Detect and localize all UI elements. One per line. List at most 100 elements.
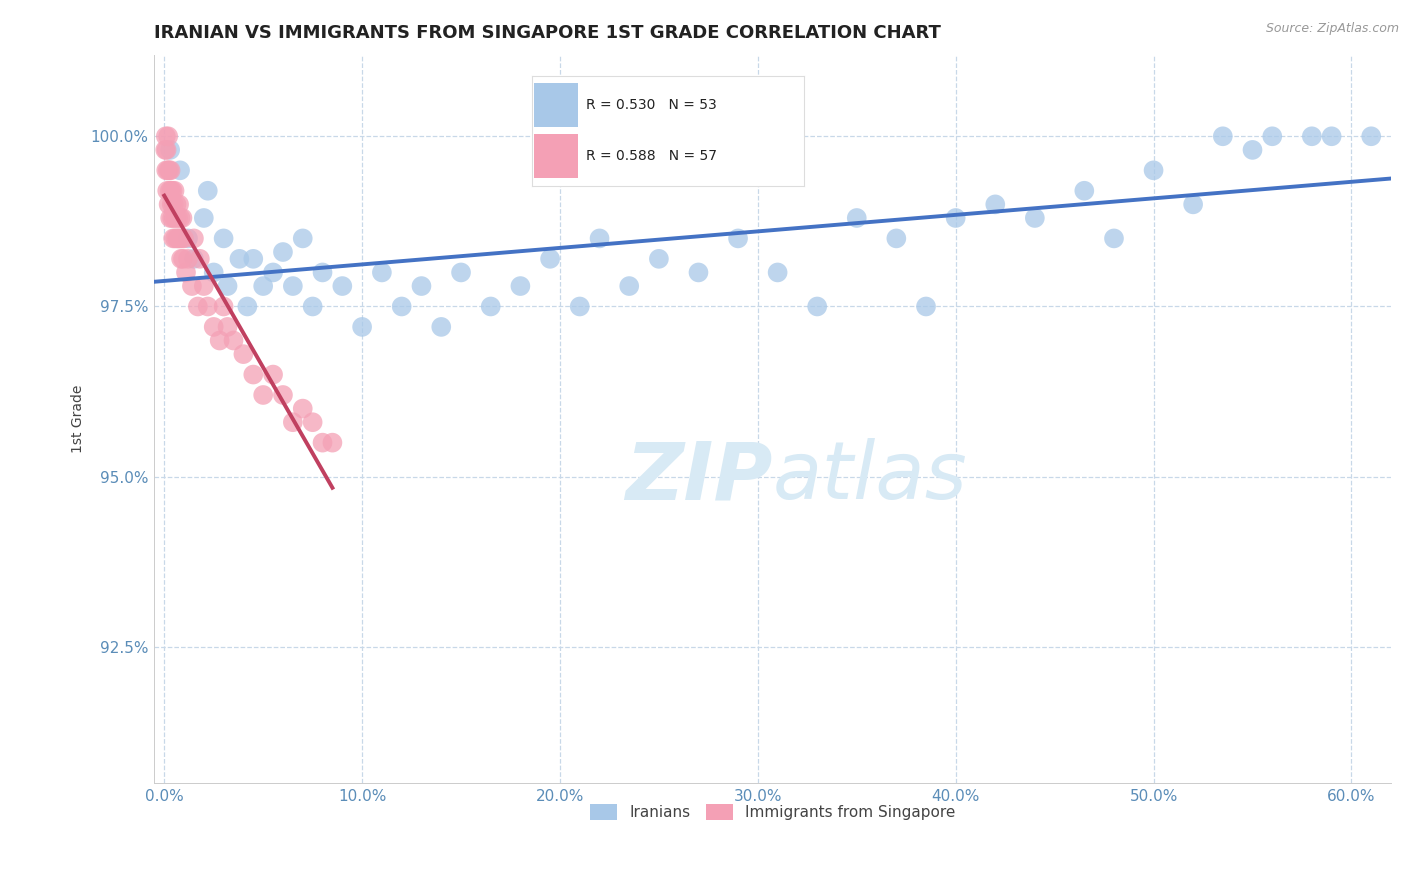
Text: IRANIAN VS IMMIGRANTS FROM SINGAPORE 1ST GRADE CORRELATION CHART: IRANIAN VS IMMIGRANTS FROM SINGAPORE 1ST… <box>155 24 941 42</box>
Point <box>291 231 314 245</box>
Point <box>479 300 502 314</box>
Point <box>242 368 264 382</box>
Point <box>352 319 374 334</box>
Point <box>1301 129 1323 144</box>
Point <box>169 231 191 245</box>
Point <box>588 231 610 245</box>
Point <box>202 319 225 334</box>
Point <box>727 231 749 245</box>
Point <box>1261 129 1284 144</box>
Point <box>228 252 250 266</box>
Point <box>163 211 186 225</box>
Point <box>157 163 180 178</box>
Text: ZIP: ZIP <box>626 438 773 516</box>
Point <box>167 197 190 211</box>
Point <box>232 347 254 361</box>
Point <box>281 279 304 293</box>
Point <box>174 265 197 279</box>
Point <box>212 231 235 245</box>
Point <box>252 279 274 293</box>
Point <box>271 388 294 402</box>
Point <box>166 197 188 211</box>
Point <box>242 252 264 266</box>
Point <box>806 300 828 314</box>
Point <box>915 300 938 314</box>
Point <box>188 252 211 266</box>
Point <box>177 231 200 245</box>
Point <box>371 265 394 279</box>
Point <box>208 334 231 348</box>
Point <box>157 129 180 144</box>
Point <box>162 184 184 198</box>
Point <box>159 163 181 178</box>
Text: atlas: atlas <box>773 438 967 516</box>
Point <box>212 300 235 314</box>
Point <box>252 388 274 402</box>
Point <box>411 279 433 293</box>
Point <box>155 163 177 178</box>
Point <box>187 300 209 314</box>
Point <box>271 245 294 260</box>
Point <box>217 279 239 293</box>
Point <box>183 252 205 266</box>
Point <box>236 300 259 314</box>
Point <box>173 231 195 245</box>
Point <box>430 319 453 334</box>
Point <box>155 143 177 157</box>
Point <box>169 211 191 225</box>
Point <box>1212 129 1234 144</box>
Point <box>262 368 284 382</box>
Point <box>170 231 193 245</box>
Point <box>321 435 343 450</box>
Point <box>163 184 186 198</box>
Point <box>330 279 353 293</box>
Point <box>160 197 183 211</box>
Point <box>568 300 591 314</box>
Point <box>688 265 710 279</box>
Point <box>181 279 204 293</box>
Point <box>845 211 868 225</box>
Point <box>1024 211 1046 225</box>
Legend: Iranians, Immigrants from Singapore: Iranians, Immigrants from Singapore <box>583 798 962 826</box>
Point <box>156 163 179 178</box>
Point <box>1102 231 1125 245</box>
Point <box>156 184 179 198</box>
Point <box>160 184 183 198</box>
Point <box>156 143 179 157</box>
Text: Source: ZipAtlas.com: Source: ZipAtlas.com <box>1265 22 1399 36</box>
Point <box>162 231 184 245</box>
Point <box>1073 184 1095 198</box>
Point <box>183 231 205 245</box>
Point <box>166 231 188 245</box>
Point <box>311 265 333 279</box>
Point <box>450 265 472 279</box>
Point <box>160 211 183 225</box>
Point <box>177 252 200 266</box>
Point <box>1360 129 1382 144</box>
Point <box>945 211 967 225</box>
Point <box>197 184 219 198</box>
Point <box>155 129 177 144</box>
Y-axis label: 1st Grade: 1st Grade <box>72 384 86 453</box>
Point <box>1241 143 1264 157</box>
Point <box>170 252 193 266</box>
Point <box>165 211 187 225</box>
Point <box>509 279 531 293</box>
Point <box>159 143 181 157</box>
Point <box>886 231 908 245</box>
Point <box>538 252 561 266</box>
Point <box>301 415 323 429</box>
Point <box>165 231 187 245</box>
Point <box>391 300 413 314</box>
Point <box>172 211 194 225</box>
Point <box>311 435 333 450</box>
Point <box>167 211 190 225</box>
Point <box>167 231 190 245</box>
Point <box>281 415 304 429</box>
Point <box>159 184 181 198</box>
Point <box>202 265 225 279</box>
Point <box>619 279 641 293</box>
Point <box>193 279 215 293</box>
Point <box>163 197 186 211</box>
Point <box>169 163 191 178</box>
